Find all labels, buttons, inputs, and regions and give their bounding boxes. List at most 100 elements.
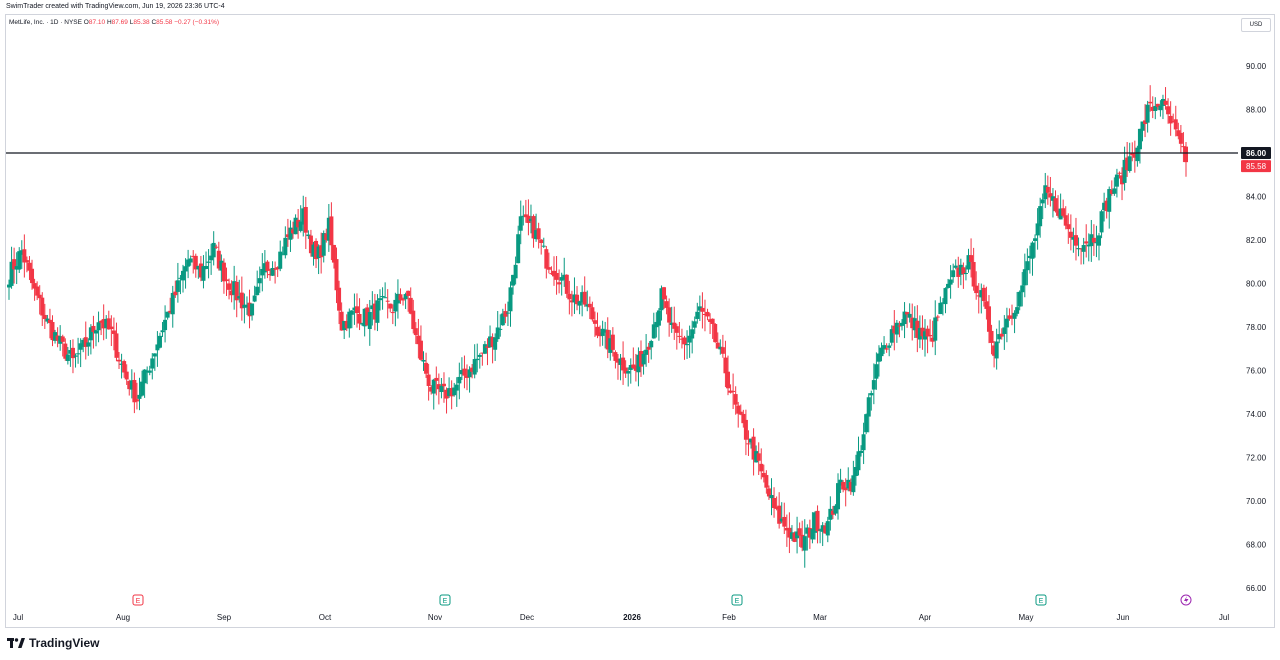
- candle-body: [398, 294, 403, 301]
- candle-body: [331, 244, 336, 263]
- candle-body: [823, 525, 828, 534]
- candle-body: [720, 347, 725, 354]
- candle: [743, 409, 748, 456]
- candle-body: [55, 335, 60, 341]
- candle-body: [303, 206, 308, 233]
- candle: [697, 295, 702, 321]
- candle: [73, 353, 78, 368]
- candle-body: [672, 322, 677, 329]
- candle: [360, 322, 365, 326]
- candle: [1176, 122, 1181, 140]
- candle: [1158, 100, 1163, 117]
- candle-body: [163, 319, 168, 331]
- candle: [708, 313, 713, 335]
- tradingview-brand: TradingView: [7, 636, 99, 650]
- candle: [725, 355, 730, 396]
- candle: [1068, 214, 1073, 251]
- candle: [441, 372, 446, 403]
- candle: [644, 334, 649, 367]
- currency-button[interactable]: USD: [1241, 18, 1271, 32]
- candle-body: [554, 273, 559, 280]
- candle: [818, 528, 823, 544]
- earnings-icon: E: [439, 594, 451, 606]
- candle: [436, 373, 441, 405]
- candle: [35, 281, 40, 301]
- candle-body: [559, 277, 564, 281]
- candle: [928, 319, 933, 342]
- candle-body: [155, 344, 160, 351]
- candle-body: [91, 325, 96, 333]
- price-axis: 66.00 68.00 70.00 72.00 74.00 76.00 78.00 80.00…: [1241, 62, 1271, 593]
- candle: [109, 315, 114, 347]
- candle-body: [378, 298, 383, 301]
- candle: [237, 279, 242, 303]
- candle: [672, 306, 677, 340]
- candle: [91, 315, 96, 349]
- candle-body: [475, 358, 480, 361]
- candle: [83, 321, 88, 360]
- time-tick-label: May: [1018, 613, 1033, 622]
- candle-body: [465, 375, 470, 378]
- candle: [562, 257, 567, 287]
- earnings-icon: E: [731, 594, 743, 606]
- candle-body: [766, 488, 771, 497]
- candle-body: [101, 319, 106, 329]
- candle: [1127, 142, 1132, 173]
- candle: [434, 366, 439, 396]
- candle: [314, 238, 319, 269]
- candle-body: [1176, 130, 1181, 137]
- candle: [836, 473, 841, 520]
- candle: [715, 332, 720, 349]
- candle-body: [659, 288, 664, 311]
- price-tick-label: 76.00: [1246, 367, 1267, 376]
- candle: [1104, 197, 1109, 219]
- candle: [354, 293, 359, 328]
- candle: [626, 367, 631, 387]
- candle-body: [738, 411, 743, 415]
- candle: [646, 342, 651, 363]
- candle-body: [68, 350, 73, 354]
- candle-body: [889, 329, 894, 343]
- candle-body: [715, 342, 720, 349]
- candle: [651, 312, 656, 339]
- change-value: −0.27 (−0.31%): [174, 19, 220, 26]
- candle-body: [40, 297, 45, 316]
- candle: [472, 344, 477, 379]
- candle-body: [27, 262, 32, 271]
- candle: [70, 339, 75, 374]
- candle: [1094, 225, 1099, 258]
- candle: [211, 231, 216, 266]
- candle: [1160, 94, 1165, 120]
- candle-body: [848, 482, 853, 492]
- candle-body: [500, 313, 505, 326]
- candle-body: [7, 284, 11, 288]
- candle-body: [45, 318, 50, 322]
- candle: [362, 308, 367, 337]
- candle: [810, 512, 815, 544]
- candle: [178, 275, 183, 295]
- candle-body: [961, 267, 966, 275]
- candle-body: [682, 337, 687, 345]
- candle: [180, 264, 185, 293]
- candle-body: [1102, 202, 1107, 211]
- candle: [119, 353, 124, 379]
- candle-body: [677, 335, 682, 337]
- candle-body: [260, 268, 265, 276]
- candle: [728, 384, 733, 394]
- candle: [746, 430, 751, 456]
- candle: [1010, 304, 1015, 326]
- candle: [234, 275, 239, 318]
- candle-body: [285, 234, 290, 238]
- candle-body: [354, 306, 359, 314]
- candle: [480, 352, 485, 366]
- candle-body: [828, 508, 833, 520]
- lightning-icon: [1180, 594, 1192, 606]
- candle: [221, 258, 226, 294]
- candle-body: [1066, 224, 1071, 230]
- candle-body: [1094, 242, 1099, 244]
- candle: [1025, 248, 1030, 286]
- candle: [613, 350, 618, 369]
- candle-body: [651, 324, 656, 339]
- candle: [600, 320, 605, 346]
